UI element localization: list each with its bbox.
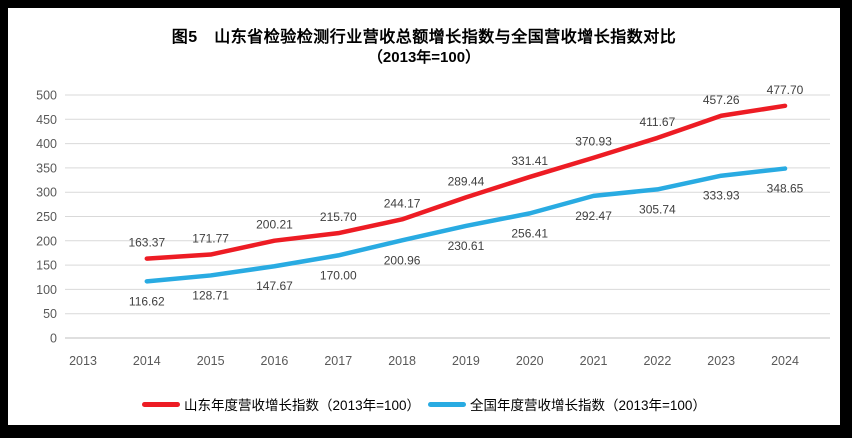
x-tick-label: 2015 [197, 354, 225, 368]
y-tick-label: 500 [36, 89, 57, 103]
data-label-national: 348.65 [767, 182, 804, 196]
data-label-national: 292.47 [575, 209, 612, 223]
data-label-shandong: 289.44 [448, 174, 485, 188]
y-tick-label: 50 [43, 307, 57, 321]
series-line-shandong [144, 103, 788, 261]
data-label-national: 200.96 [384, 253, 421, 267]
y-tick-label: 100 [36, 283, 57, 297]
data-label-shandong: 331.41 [511, 154, 548, 168]
y-tick-label: 250 [36, 210, 57, 224]
data-label-shandong: 163.37 [128, 236, 165, 250]
series-line-national [144, 166, 788, 284]
x-tick-label: 2023 [707, 354, 735, 368]
legend-item-national: 全国年度营收增长指数（2013年=100） [428, 394, 706, 414]
y-tick-label: 400 [36, 137, 57, 151]
chart-subtitle: （2013年=100） [367, 49, 481, 66]
x-tick-label: 2022 [643, 354, 671, 368]
x-tick-label: 2024 [771, 354, 799, 368]
data-label-shandong: 411.67 [639, 115, 675, 129]
y-tick-label: 150 [36, 259, 57, 273]
x-tick-label: 2020 [516, 354, 544, 368]
legend-label-national: 全国年度营收增长指数（2013年=100） [470, 398, 706, 413]
data-label-national: 333.93 [703, 189, 740, 203]
data-label-national: 116.62 [129, 294, 165, 308]
data-label-shandong: 171.77 [192, 232, 229, 246]
y-tick-label: 0 [50, 332, 57, 346]
x-tick-label: 2013 [69, 354, 97, 368]
x-tick-label: 2017 [324, 354, 352, 368]
data-label-national: 128.71 [192, 288, 229, 302]
chart-title: 图5 山东省检验检测行业营收总额增长指数与全国营收增长指数对比 [171, 29, 677, 46]
y-tick-label: 450 [36, 113, 57, 127]
data-label-national: 305.74 [639, 202, 676, 216]
y-tick-label: 300 [36, 186, 57, 200]
data-label-shandong: 200.21 [256, 218, 293, 232]
chart-legend: 山东年度营收增长指数（2013年=100） 全国年度营收增长指数（2013年=1… [8, 394, 840, 414]
line-chart: 0 50 100 150 200 250 300 350 400 450 500 2013 2014 20… [36, 83, 830, 368]
x-tick-label: 2018 [388, 354, 416, 368]
chart-page: 图5 山东省检验检测行业营收总额增长指数与全国营收增长指数对比 （2013年=1… [8, 8, 840, 425]
legend-swatch-shandong [142, 401, 181, 407]
data-label-national: 256.41 [511, 226, 548, 240]
data-label-national: 170.00 [320, 268, 357, 282]
data-label-shandong: 457.26 [703, 93, 740, 107]
data-label-shandong: 477.70 [767, 83, 804, 97]
y-tick-label: 200 [36, 234, 57, 248]
data-label-national: 147.67 [256, 279, 293, 293]
data-label-national: 230.61 [448, 239, 485, 253]
x-tick-label: 2021 [580, 354, 608, 368]
legend-label-shandong: 山东年度营收增长指数（2013年=100） [184, 398, 420, 413]
x-tick-label: 2014 [133, 354, 161, 368]
x-tick-label: 2019 [452, 354, 480, 368]
data-label-shandong: 215.70 [320, 210, 357, 224]
x-tick-label: 2016 [261, 354, 289, 368]
data-label-shandong: 370.93 [575, 135, 612, 149]
legend-item-shandong: 山东年度营收增长指数（2013年=100） [142, 394, 420, 414]
legend-swatch-national [428, 401, 466, 407]
y-tick-label: 350 [36, 161, 57, 175]
data-label-shandong: 244.17 [384, 196, 421, 210]
